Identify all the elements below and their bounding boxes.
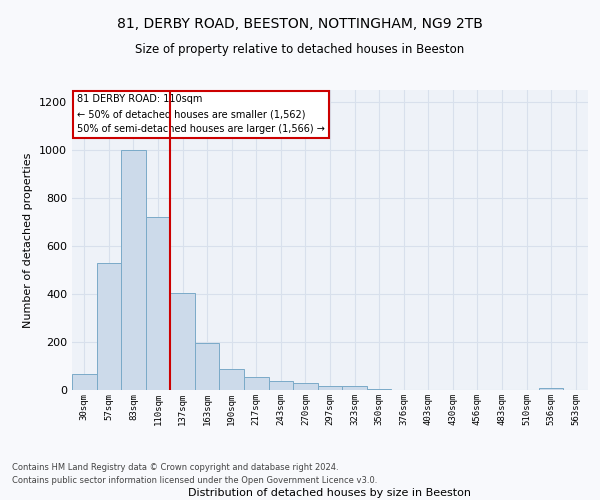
Text: 81 DERBY ROAD: 110sqm
← 50% of detached houses are smaller (1,562)
50% of semi-d: 81 DERBY ROAD: 110sqm ← 50% of detached … bbox=[77, 94, 325, 134]
Y-axis label: Number of detached properties: Number of detached properties bbox=[23, 152, 34, 328]
Bar bbox=[318, 386, 342, 390]
Text: Contains HM Land Registry data © Crown copyright and database right 2024.: Contains HM Land Registry data © Crown c… bbox=[12, 464, 338, 472]
Bar bbox=[539, 388, 563, 390]
Bar bbox=[195, 342, 220, 390]
Bar bbox=[72, 374, 97, 390]
Bar bbox=[170, 293, 195, 390]
Text: Distribution of detached houses by size in Beeston: Distribution of detached houses by size … bbox=[188, 488, 472, 498]
Text: 81, DERBY ROAD, BEESTON, NOTTINGHAM, NG9 2TB: 81, DERBY ROAD, BEESTON, NOTTINGHAM, NG9… bbox=[117, 18, 483, 32]
Bar bbox=[97, 263, 121, 390]
Bar bbox=[269, 381, 293, 390]
Bar bbox=[121, 150, 146, 390]
Text: Size of property relative to detached houses in Beeston: Size of property relative to detached ho… bbox=[136, 42, 464, 56]
Bar bbox=[342, 386, 367, 390]
Text: Contains public sector information licensed under the Open Government Licence v3: Contains public sector information licen… bbox=[12, 476, 377, 485]
Bar bbox=[146, 217, 170, 390]
Bar bbox=[293, 383, 318, 390]
Bar bbox=[244, 377, 269, 390]
Bar bbox=[220, 369, 244, 390]
Bar bbox=[367, 389, 391, 390]
